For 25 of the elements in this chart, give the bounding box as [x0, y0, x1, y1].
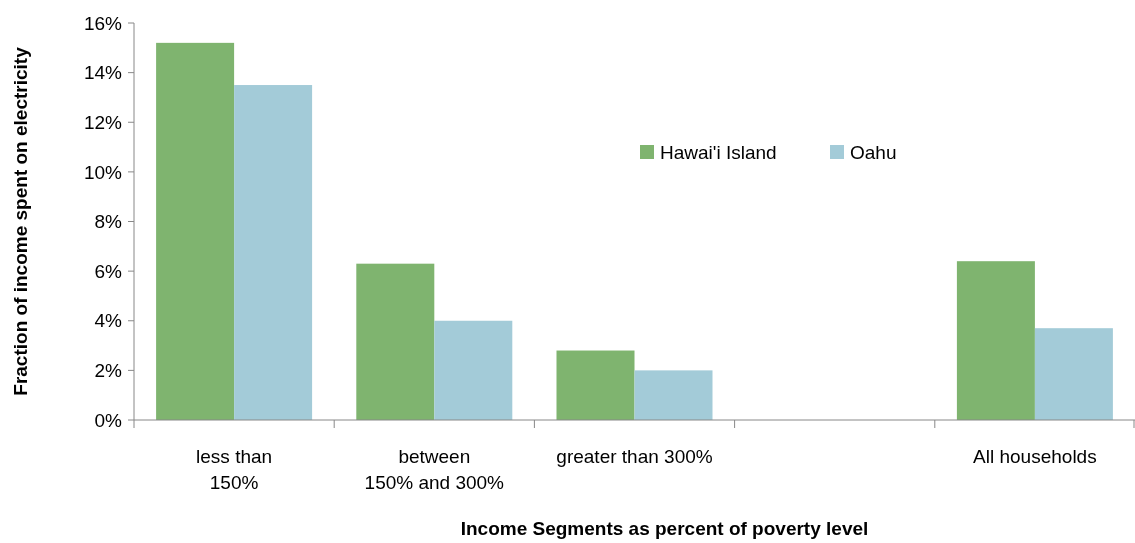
legend-label: Oahu — [850, 141, 897, 163]
legend-label: Hawai'i Island — [660, 141, 777, 163]
bar — [956, 261, 1035, 420]
bar — [434, 320, 513, 420]
bar — [234, 85, 313, 420]
x-tick-label: All households — [973, 446, 1097, 467]
bar — [156, 42, 235, 420]
bar — [634, 370, 713, 420]
y-axis-title: Fraction of income spent on electricity — [10, 46, 31, 396]
y-tick-label: 12% — [83, 111, 123, 133]
x-tick-label: between 150% and 300% — [364, 446, 505, 493]
bar — [556, 350, 635, 420]
y-tick-label: 6% — [94, 260, 123, 282]
x-axis-title: Income Segments as percent of poverty level — [460, 518, 869, 539]
bar — [1034, 328, 1113, 420]
x-tick-label: less than 150% — [196, 446, 273, 493]
x-tick-label: greater than 300% — [556, 446, 713, 467]
bar — [356, 263, 435, 420]
y-tick-label: 14% — [83, 62, 123, 84]
y-tick-label: 16% — [83, 12, 123, 34]
y-tick-label: 10% — [83, 161, 123, 183]
y-tick-label: 2% — [94, 360, 123, 382]
y-tick-label: 8% — [94, 211, 123, 233]
y-tick-label: 0% — [94, 409, 123, 431]
y-tick-label: 4% — [94, 310, 123, 332]
